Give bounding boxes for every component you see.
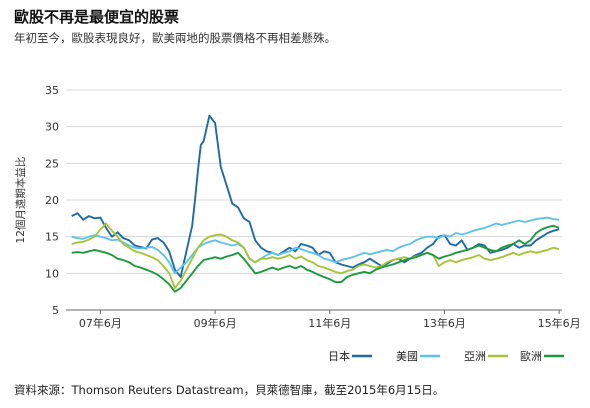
- y-axis-label: 12個月遠期本益比: [14, 157, 27, 244]
- x-tick-label: 15年6月: [538, 316, 581, 330]
- x-tick-label: 07年6月: [79, 316, 122, 330]
- y-tick-label: 5: [52, 304, 59, 317]
- chart-title: 歐股不再是最便宜的股票: [14, 8, 180, 26]
- legend-label-0: 日本: [328, 349, 350, 363]
- y-tick-label: 30: [45, 121, 59, 134]
- series-line-3: [71, 224, 560, 293]
- chart-subtitle: 年初至今，歐股表現良好，歐美兩地的股票價格不再相差懸殊。: [14, 31, 336, 45]
- x-tick-label: 13年6月: [423, 316, 466, 330]
- legend-label-2: 亞洲: [464, 350, 486, 363]
- legend: 日本 美國 亞洲 歐洲: [328, 349, 564, 363]
- legend-label-1: 美國: [396, 350, 418, 363]
- series-line-0: [71, 114, 560, 278]
- series-line-1: [71, 216, 560, 275]
- y-axis: 5 10 15 20 25 30 35: [45, 84, 59, 317]
- y-tick-label: 10: [45, 267, 59, 280]
- x-axis: 07年6月 09年6月 11年6月 13年6月 15年6月: [79, 310, 581, 330]
- y-tick-label: 35: [45, 84, 59, 97]
- series-line-2: [71, 222, 560, 289]
- x-tick-label: 09年6月: [194, 316, 237, 330]
- legend-label-3: 歐洲: [520, 349, 542, 363]
- x-tick-label: 11年6月: [308, 316, 351, 330]
- y-tick-label: 20: [45, 194, 59, 207]
- gridlines: [66, 89, 562, 311]
- y-tick-label: 15: [45, 231, 59, 244]
- y-tick-label: 25: [45, 157, 59, 170]
- series-lines: [71, 114, 560, 293]
- source-note: 資料來源：Thomson Reuters Datastream，貝萊德智庫，截至…: [14, 383, 445, 397]
